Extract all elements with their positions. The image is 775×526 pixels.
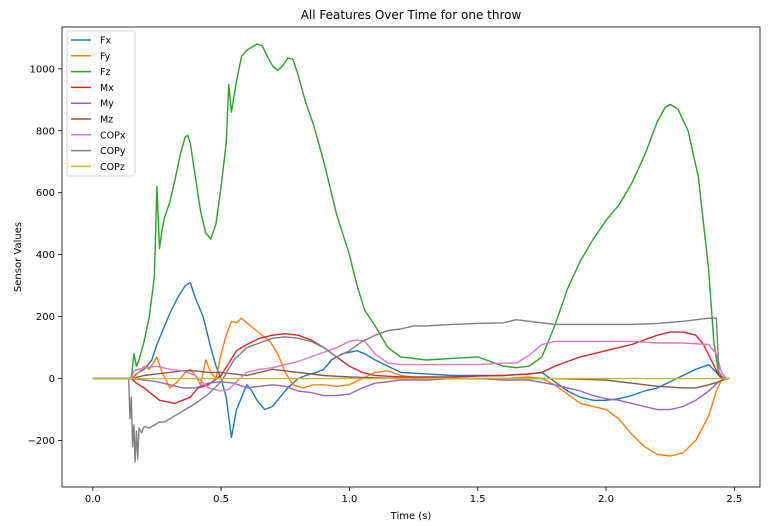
y-tick-label: 1000: [30, 64, 55, 75]
legend-label-mz: Mz: [100, 115, 113, 126]
series-line-copx: [92, 339, 730, 392]
legend-label-copy: COPy: [100, 146, 126, 157]
plot-frame: [61, 26, 761, 488]
legend-label-my: My: [100, 99, 114, 110]
legend: Fx Fy Fz Mx My Mz COPx COPy COPz: [66, 30, 136, 177]
x-tick-label: 0.5: [213, 494, 229, 505]
y-tick-label: 200: [36, 312, 55, 323]
x-tick-label: 1.0: [341, 494, 357, 505]
series-line-fz: [92, 43, 730, 380]
x-tick-label: 2.5: [726, 494, 742, 505]
legend-label-fy: Fy: [100, 51, 111, 62]
y-tick-label: 0: [49, 374, 55, 385]
x-tick-label: 0.0: [85, 494, 101, 505]
chart-title: All Features Over Time for one throw: [301, 8, 522, 22]
legend-frame: [66, 30, 136, 177]
plot-area: [92, 43, 730, 463]
legend-label-mx: Mx: [100, 83, 114, 94]
series-line-mx: [92, 331, 730, 405]
series-line-fx: [92, 281, 730, 439]
x-tick-label: 2.0: [598, 494, 614, 505]
x-tick-label: 1.5: [470, 494, 486, 505]
x-axis-label: Time (s): [390, 511, 432, 522]
series-line-fy: [92, 317, 730, 457]
y-axis: −200 0 200 400 600 800 1000: [28, 64, 62, 447]
x-axis: 0.0 0.5 1.0 1.5 2.0 2.5: [85, 487, 742, 505]
y-tick-label: 400: [36, 250, 55, 261]
legend-label-fz: Fz: [100, 67, 110, 78]
legend-label-copx: COPx: [100, 130, 126, 141]
y-axis-label: Sensor Values: [13, 222, 24, 292]
y-tick-label: 600: [36, 188, 55, 199]
series-line-copy: [92, 317, 730, 463]
y-tick-label: −200: [28, 436, 55, 447]
legend-label-copz: COPz: [100, 162, 125, 173]
y-tick-label: 800: [36, 126, 55, 137]
legend-label-fx: Fx: [100, 36, 111, 47]
series-line-my: [92, 377, 730, 411]
